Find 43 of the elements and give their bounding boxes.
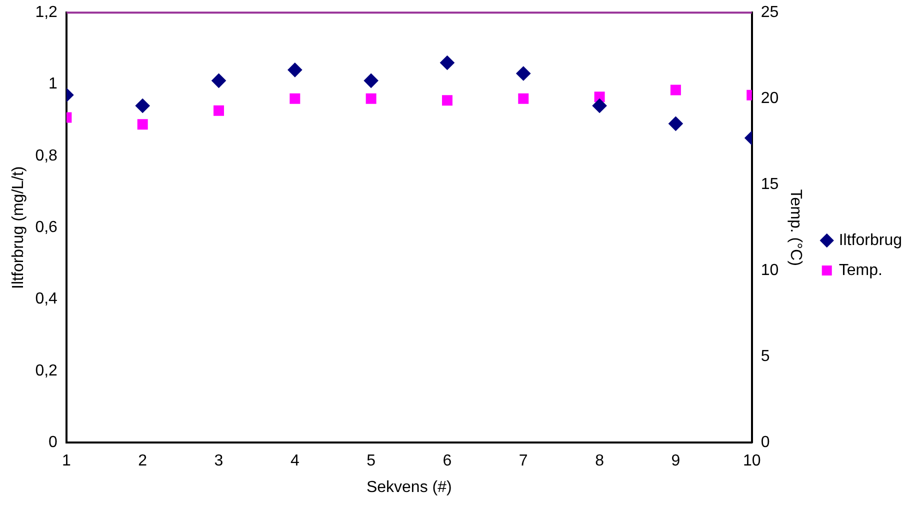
y-tick-label: 0,8 xyxy=(35,147,58,164)
x-tick-label: 4 xyxy=(290,452,300,470)
point xyxy=(136,98,150,113)
y-tick-label: 1 xyxy=(48,76,58,93)
x-axis-title: Sekvens (#) xyxy=(366,478,452,496)
x-tick-label: 6 xyxy=(442,452,452,470)
x-tick-label: 7 xyxy=(518,452,528,470)
point xyxy=(366,93,376,104)
point xyxy=(137,119,148,130)
y-tick-label: 0,4 xyxy=(35,290,58,308)
legend-label: Temp. xyxy=(838,262,882,279)
y2-axis-title: Temp. (°C) xyxy=(786,189,804,266)
y2-tick-label: 20 xyxy=(760,90,779,108)
point xyxy=(668,116,683,131)
x-tick-label: 3 xyxy=(214,452,224,470)
y-tick-label: 0,2 xyxy=(35,362,58,380)
point xyxy=(440,56,454,70)
x-tick-label: 9 xyxy=(671,452,680,470)
y-tick-label: 1,2 xyxy=(35,4,58,22)
x-tick-label: 10 xyxy=(742,452,761,470)
y2-tick-label: 25 xyxy=(760,4,779,22)
y-tick-label: 0,6 xyxy=(35,219,58,236)
y2-tick-label: 0 xyxy=(760,434,770,452)
point xyxy=(516,66,530,81)
point xyxy=(290,93,300,104)
y-axis-title: Iltforbrug (mg/L/t) xyxy=(10,166,28,289)
point xyxy=(364,74,378,88)
point xyxy=(592,98,607,113)
point xyxy=(442,95,452,106)
point xyxy=(214,105,224,116)
y2-tick-label: 10 xyxy=(760,262,779,280)
point xyxy=(212,74,226,88)
x-tick-label: 2 xyxy=(138,452,148,470)
x-tick-label: 1 xyxy=(62,452,71,470)
point xyxy=(670,84,681,96)
y2-tick-label: 5 xyxy=(760,348,770,366)
legend-label: Iltforbrug xyxy=(838,232,902,249)
y2-tick-label: 15 xyxy=(760,176,779,194)
point xyxy=(288,62,302,77)
x-tick-label: 5 xyxy=(366,452,376,470)
y-tick-label: 0 xyxy=(48,434,58,452)
point xyxy=(518,93,529,104)
x-tick-label: 8 xyxy=(595,452,604,470)
